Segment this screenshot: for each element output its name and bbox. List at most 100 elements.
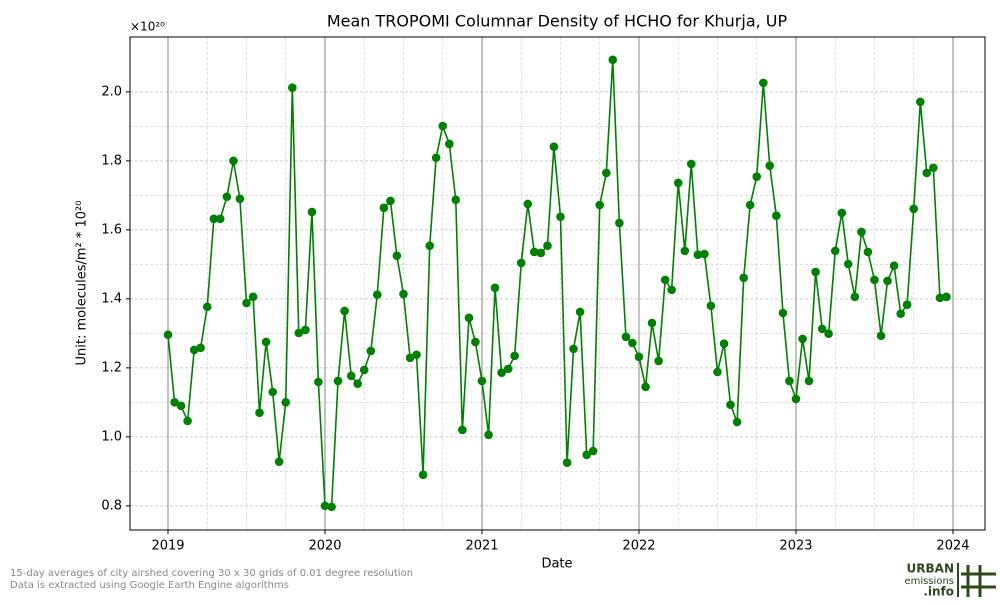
data-point [405,353,415,363]
data-point [340,306,349,316]
data-point [634,352,644,362]
data-point [588,446,598,456]
data-point [556,212,565,222]
data-point [529,247,539,257]
data-point [857,227,866,237]
data-point [817,324,827,334]
data-point [602,168,611,178]
data-point [242,298,251,308]
data-point [353,379,362,389]
data-point [909,204,919,214]
data-point [392,251,402,261]
data-point [451,195,461,205]
data-point [693,250,703,259]
data-point [196,343,205,353]
data-point [366,346,376,356]
data-point [791,394,801,404]
data-point [863,247,873,257]
data-point [497,368,506,377]
data-point [660,275,670,285]
data-point [889,261,899,271]
data-point [477,376,487,386]
data-point [503,364,513,374]
data-point [359,365,369,375]
data-point [255,408,264,418]
data-point [235,194,245,204]
data-point [281,398,291,407]
y-tick-label: 1.4 [101,291,122,306]
data-point [713,367,722,377]
x-tick-label: 2023 [779,539,812,554]
data-point [543,241,552,251]
x-tick-label: 2022 [622,539,655,554]
x-axis-label: Date [541,557,572,572]
data-point [484,430,493,440]
data-point [248,292,258,302]
data-point [438,121,448,131]
data-point [896,309,905,318]
data-point [785,376,794,386]
logo-icon [957,563,996,597]
data-point [170,398,179,407]
data-point [320,501,330,511]
data-point [798,334,807,344]
y-tick-label: 2.0 [101,84,122,99]
x-tick-label: 2020 [308,539,341,554]
y-axis-label: Unit: molecules/m² * 10²⁰ [75,201,90,366]
data-point [647,318,657,328]
data-point [745,200,755,210]
data-point [294,328,304,338]
data-point [307,207,317,217]
data-point [471,337,480,347]
data-point [464,313,474,323]
y-tick-label: 1.8 [101,153,122,168]
data-point [680,246,690,256]
data-point [425,241,435,251]
data-point [314,377,323,387]
data-point [261,337,271,347]
data-point [327,502,336,512]
chart-title: Mean TROPOMI Columnar Density of HCHO fo… [327,12,788,31]
data-point [778,308,788,318]
data-point [431,153,441,163]
data-point [379,203,389,213]
y-tick-label: 1.0 [101,429,122,444]
data-point [582,450,592,460]
data-point [176,401,186,411]
data-line [167,59,947,508]
data-point [222,192,232,202]
data-point [229,156,238,166]
data-point [595,200,605,210]
data-point [922,168,932,178]
data-point [562,458,572,468]
data-point [490,283,500,293]
data-point [516,258,526,268]
data-point [654,356,663,366]
data-point [673,178,683,188]
data-point [615,218,624,228]
data-point [215,214,225,224]
data-point [274,457,284,466]
data-point [843,259,853,269]
logo-text: emissions [904,576,954,587]
data-point [772,211,781,221]
data-point [804,376,814,386]
data-point [883,276,892,286]
data-point [569,344,578,354]
data-point [876,331,886,341]
data-point [942,292,951,302]
data-point [608,55,618,65]
data-point [163,330,173,340]
data-point [902,300,912,310]
data-point [732,417,742,427]
data-point [837,208,847,218]
data-point [412,350,421,360]
data-point [935,293,945,303]
x-tick-label: 2019 [151,539,184,554]
data-point [628,338,637,348]
data-point [719,339,729,349]
data-point [929,163,938,173]
data-point [700,249,709,259]
y-tick-label: 0.8 [101,498,122,513]
